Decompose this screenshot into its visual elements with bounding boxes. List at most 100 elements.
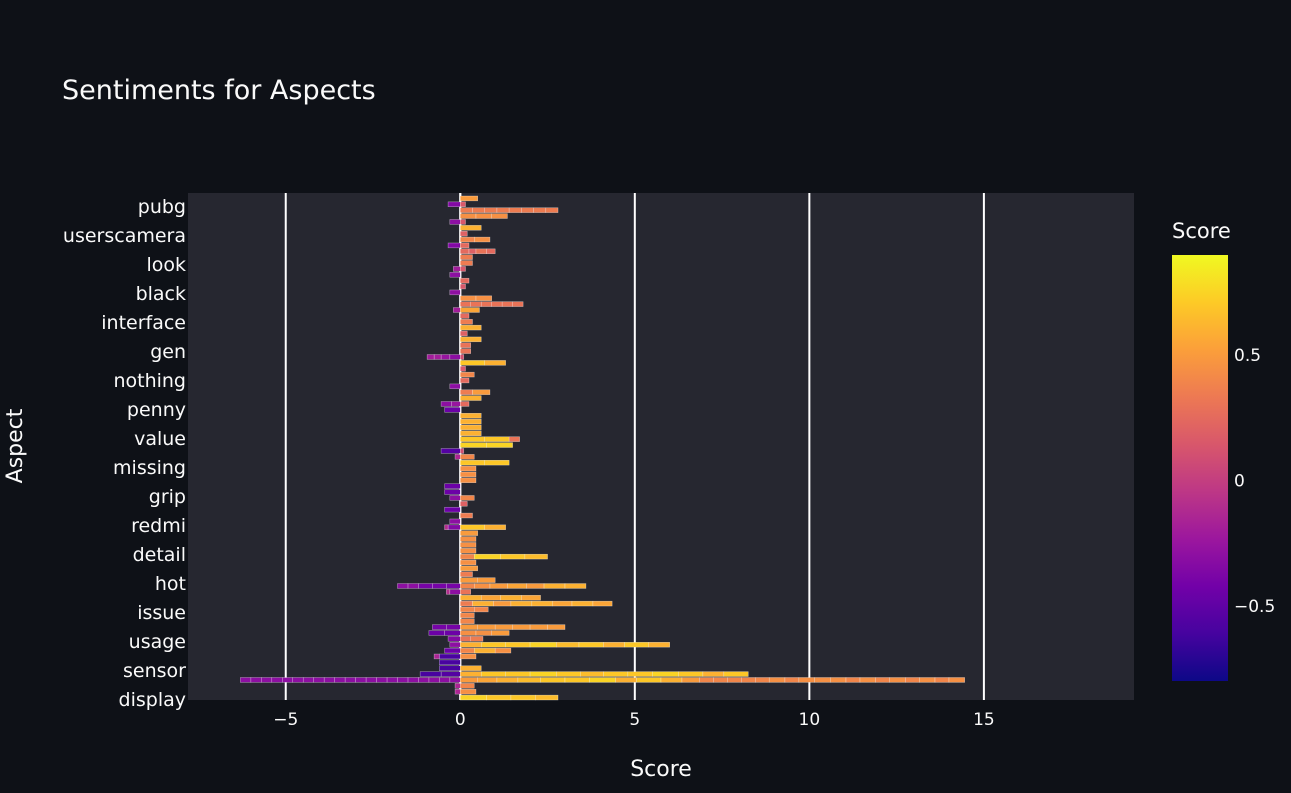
y-tick-label: redmi <box>131 515 186 537</box>
bar-segment <box>460 618 475 624</box>
bar-segment <box>460 330 468 337</box>
bar-segment <box>814 677 831 683</box>
plot-area <box>188 193 1134 700</box>
y-tick-label: value <box>134 428 186 450</box>
bar-segment <box>261 677 273 683</box>
bar-segment <box>475 295 492 301</box>
bar-segment <box>460 559 477 566</box>
bar-segment <box>460 600 473 607</box>
bar-segment <box>486 694 512 701</box>
bar-segment <box>460 683 475 689</box>
bar-segment <box>460 354 465 360</box>
bar-segment <box>460 495 475 501</box>
bar-segment <box>460 307 480 313</box>
bar-segment <box>460 442 487 448</box>
bar-segment <box>660 677 683 683</box>
bar-segment <box>460 424 482 431</box>
bar-segment <box>480 301 492 307</box>
bar-segment <box>500 595 522 601</box>
bar-segment <box>460 277 470 284</box>
bar-segment <box>449 642 461 648</box>
bar-segment <box>526 583 545 589</box>
bar-segment <box>444 506 461 513</box>
bar-segment <box>407 677 419 683</box>
bar-segment <box>460 512 473 519</box>
bar-segment <box>556 642 580 648</box>
bar-segment <box>460 319 473 325</box>
bar-segment <box>473 236 491 243</box>
bar-segment <box>580 671 604 677</box>
bar-segment <box>460 459 485 466</box>
bar-segment <box>407 583 419 589</box>
bar-segment <box>556 671 581 677</box>
colorbar <box>1172 255 1228 681</box>
bar-segment <box>444 647 461 654</box>
bar-segment <box>439 665 461 671</box>
bar-segment <box>524 553 548 560</box>
y-tick-label: nothing <box>113 370 186 392</box>
colorbar-title: Score <box>1172 219 1231 243</box>
bar-segment <box>460 577 478 583</box>
colorbar-ticks: 0.5 0 −0.5 <box>1234 346 1275 617</box>
bar-segment <box>460 595 482 601</box>
bar-segment <box>432 583 447 589</box>
bar-segment <box>472 389 491 395</box>
bar-segment <box>460 301 472 307</box>
bar-segment <box>508 436 520 442</box>
bar-segment <box>460 448 465 454</box>
bar-segment <box>440 671 461 677</box>
bar-segment <box>460 565 478 572</box>
y-tick-labels: pubg userscamera look black interface gen noth… <box>63 196 186 711</box>
bar-segment <box>486 248 496 254</box>
bar-segment <box>578 642 604 648</box>
bar-segment <box>477 677 498 683</box>
bar-segment <box>592 600 613 607</box>
bar-segment <box>521 595 541 601</box>
bar-segment <box>480 671 506 677</box>
bar-segment <box>460 571 473 577</box>
bar-segment <box>480 642 506 648</box>
bar-segment <box>512 624 531 630</box>
bar-segment <box>433 653 440 660</box>
bar-segment <box>449 354 461 360</box>
bar-segment <box>540 677 566 683</box>
bar-segment <box>460 342 472 348</box>
bar-segment <box>934 677 950 683</box>
bar-segment <box>648 642 670 648</box>
bar-segment <box>453 266 461 272</box>
bar-segment <box>449 495 461 501</box>
bar-segment <box>447 636 461 642</box>
bar-segment <box>681 677 700 683</box>
bar-segment <box>552 600 573 607</box>
bar-segment <box>702 671 725 677</box>
bar-segment <box>627 671 653 677</box>
bar-segment <box>543 583 566 589</box>
bar-segment <box>302 677 314 683</box>
y-tick-label: usage <box>129 631 186 653</box>
bar-segment <box>529 671 557 677</box>
bar-segment <box>470 301 482 307</box>
bar-segment <box>397 677 409 683</box>
bar-segment <box>460 694 487 701</box>
bar-segment <box>460 413 482 419</box>
bar-segment <box>460 401 470 407</box>
bar-segment <box>460 501 468 507</box>
y-axis-label: Aspect <box>3 408 28 483</box>
bar-segment <box>531 600 554 607</box>
bar-segment <box>473 553 501 560</box>
bar-segment <box>447 242 461 249</box>
bar-segment <box>480 595 501 601</box>
bar-segment <box>444 483 461 489</box>
bar-segment <box>460 471 477 478</box>
bar-segment <box>505 642 531 648</box>
bar-segment <box>529 624 548 630</box>
x-tick-label: 15 <box>973 710 995 730</box>
bar-segment <box>477 624 496 630</box>
bar-segment <box>460 207 473 213</box>
x-tick-label: 5 <box>629 710 640 730</box>
bar-segment <box>454 454 461 460</box>
bar-segment <box>460 536 477 542</box>
bar-segment <box>439 677 451 683</box>
bar-segment <box>473 647 496 654</box>
